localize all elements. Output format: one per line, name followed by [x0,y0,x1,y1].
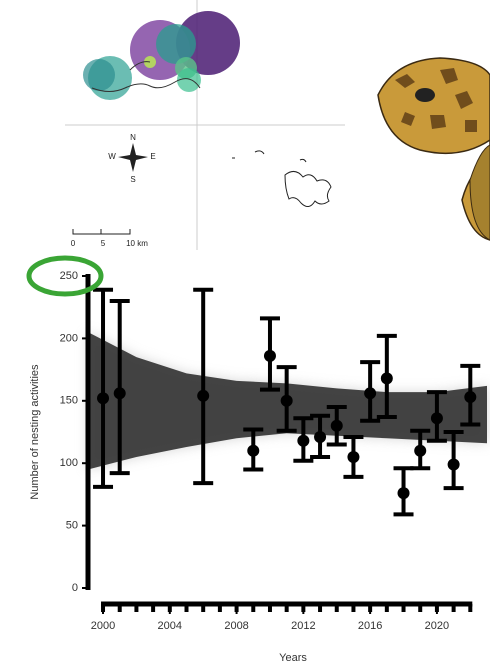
point [330,419,343,432]
site-blob [177,68,201,92]
coastline [91,61,201,92]
x-axis-label: Years [279,652,307,664]
site-blob [83,59,115,91]
turtle-illustration [377,57,490,241]
point [380,372,393,385]
point [97,392,110,405]
point [430,412,443,425]
point [347,450,360,463]
x-tick-label: 2000 [91,620,115,632]
site-blob [156,24,196,64]
point [197,389,210,402]
error-bar [93,287,114,489]
point [280,394,293,407]
x-tick-label: 2016 [358,620,382,632]
x-tick-label: 2012 [291,620,315,632]
compass-label: N [130,133,136,142]
point [364,387,377,400]
point [314,430,327,443]
y-tick-label: 250 [60,270,78,282]
coastline [232,150,332,207]
y-tick-label: 200 [60,332,78,344]
compass-label: E [150,152,155,161]
y-tick-label: 100 [60,457,78,469]
point [464,391,477,404]
scale-label: 0 [71,239,76,248]
y-tick-label: 0 [72,582,78,594]
error-bar [109,298,130,476]
compass-label: S [130,175,135,184]
highlight-circle [26,255,104,297]
y-axis-label: Number of nesting activities [29,364,41,500]
x-tick-label: 2004 [158,620,182,632]
y-tick-label: 150 [60,395,78,407]
compass-label: W [108,152,116,161]
point [113,387,126,400]
y-tick-label: 50 [66,520,78,532]
point [414,444,427,457]
x-tick-label: 2020 [425,620,449,632]
map: N S E W 0 5 10 km [65,0,345,250]
error-bar [193,287,214,486]
point [247,444,260,457]
point [397,487,410,500]
scale-label: 10 km [126,239,148,248]
scale-bar [72,229,131,235]
point [263,349,276,362]
scale-label: 5 [101,239,106,248]
point [297,434,310,447]
x-tick-label: 2008 [224,620,248,632]
compass-rose [118,143,148,172]
point [447,458,460,471]
plot: 0 50 100 150 200 250 2000 2004 2008 2012 2016 2020 [60,270,487,632]
